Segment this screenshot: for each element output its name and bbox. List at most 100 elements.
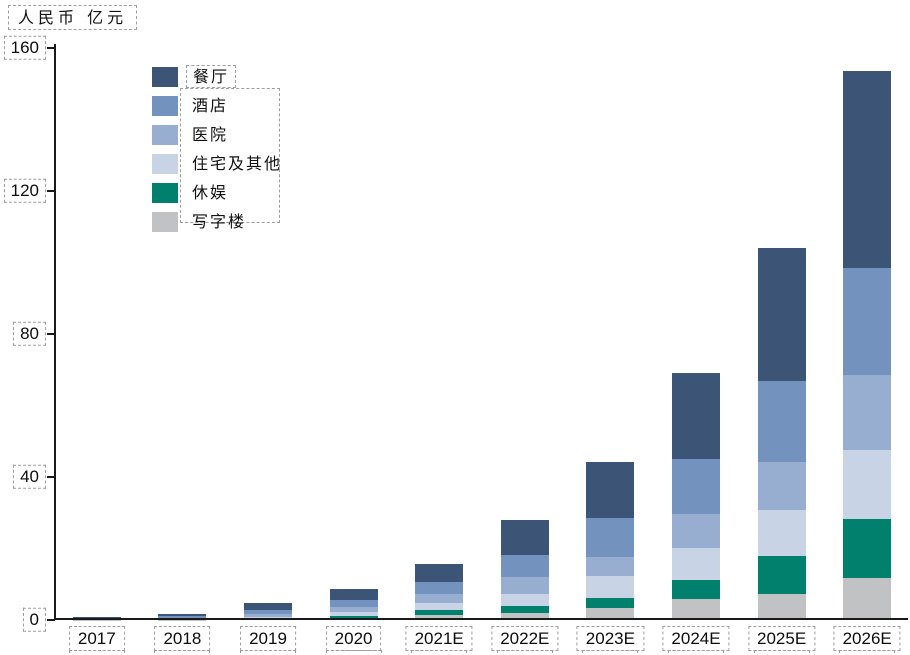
- bar-segment-写字楼: [843, 578, 892, 620]
- bar-segment-休娱: [843, 519, 892, 579]
- clipped-annotation-box: [68, 650, 125, 655]
- clipped-annotation-box: [753, 650, 810, 655]
- bar-segment-餐厅: [586, 461, 635, 518]
- bar-segment-住宅及其他: [843, 450, 892, 520]
- legend-label-餐厅: 餐厅: [186, 64, 237, 89]
- legend-label-写字楼: 写字楼: [192, 211, 247, 231]
- clipped-annotation-box: [668, 650, 724, 655]
- bar-segment-休娱: [500, 605, 549, 613]
- clipped-annotation-box: [582, 650, 639, 655]
- x-tick-label-2018: 2018: [154, 626, 211, 652]
- y-tick-label: 160: [3, 35, 46, 61]
- legend-swatch-icon: [152, 95, 178, 116]
- bar-segment-住宅及其他: [415, 602, 464, 610]
- bar-segment-写字楼: [415, 614, 464, 620]
- clipped-annotation-box: [240, 650, 296, 655]
- x-tick-label-2023E: 2023E: [576, 626, 644, 652]
- y-tick-label: 0: [22, 607, 46, 633]
- legend-label-医院: 医院: [192, 124, 229, 144]
- bar-segment-医院: [843, 375, 892, 451]
- legend-row-休娱: 休娱: [152, 178, 288, 207]
- legend-row-住宅及其他: 住宅及其他: [152, 149, 288, 178]
- legend-annotation-box: [180, 88, 280, 223]
- y-tick-label: 120: [3, 178, 46, 204]
- bar-segment-医院: [672, 513, 720, 548]
- clipped-annotation-box: [411, 650, 468, 655]
- bar-2021E: [415, 563, 464, 620]
- bar-segment-酒店: [843, 268, 892, 376]
- x-tick-label-2017: 2017: [68, 626, 125, 652]
- legend-swatch-icon: [152, 66, 178, 87]
- y-axis-line: [54, 44, 56, 620]
- bar-2024E: [672, 372, 720, 620]
- legend-row-酒店: 酒店: [152, 91, 288, 120]
- x-tick-label-2025E: 2025E: [748, 626, 816, 652]
- x-tick-label-2019: 2019: [240, 626, 296, 652]
- y-tick-mark: [47, 333, 55, 335]
- y-tick-label: 80: [13, 321, 46, 347]
- bar-segment-酒店: [158, 616, 207, 619]
- bar-segment-休娱: [672, 579, 720, 599]
- bar-segment-餐厅: [415, 563, 464, 582]
- legend-swatch-icon: [152, 153, 178, 174]
- bar-2023E: [586, 461, 635, 620]
- bar-segment-休娱: [757, 555, 806, 594]
- legend-swatch-icon: [152, 182, 178, 203]
- x-tick-label-2022E: 2022E: [491, 626, 559, 652]
- bar-segment-餐厅: [757, 247, 806, 381]
- bar-segment-医院: [415, 593, 464, 603]
- legend-swatch-icon: [152, 124, 178, 145]
- bar-segment-酒店: [757, 380, 806, 462]
- bar-segment-休娱: [415, 609, 464, 615]
- legend-row-写字楼: 写字楼: [152, 207, 288, 236]
- legend-label-酒店: 酒店: [192, 95, 229, 115]
- bar-segment-酒店: [586, 517, 635, 557]
- bar-segment-住宅及其他: [586, 575, 635, 598]
- legend-label-休娱: 休娱: [192, 182, 229, 202]
- bar-segment-住宅及其他: [244, 617, 292, 619]
- bar-segment-医院: [500, 577, 549, 594]
- clipped-annotation-box: [154, 650, 211, 655]
- bar-2025E: [757, 247, 806, 620]
- x-tick-label-2026E: 2026E: [833, 626, 901, 652]
- y-tick-mark: [47, 619, 55, 621]
- bar-2022E: [500, 519, 549, 620]
- clipped-annotation-box: [839, 650, 896, 655]
- legend-row-餐厅: 餐厅: [152, 62, 288, 91]
- bar-segment-住宅及其他: [329, 611, 378, 616]
- bar-segment-餐厅: [672, 372, 720, 459]
- bar-segment-餐厅: [500, 519, 549, 555]
- chart-legend: 餐厅酒店医院住宅及其他休娱写字楼: [152, 62, 288, 236]
- bar-2020: [329, 588, 378, 620]
- bar-segment-酒店: [415, 581, 464, 594]
- bar-segment-酒店: [672, 458, 720, 514]
- bar-segment-餐厅: [329, 588, 378, 600]
- bar-segment-写字楼: [500, 612, 549, 620]
- legend-swatch-icon: [152, 211, 178, 232]
- bar-segment-医院: [329, 606, 378, 612]
- y-tick-mark: [47, 190, 55, 192]
- x-tick-label-2024E: 2024E: [662, 626, 730, 652]
- y-tick-mark: [47, 47, 55, 49]
- bar-segment-酒店: [244, 610, 292, 615]
- x-axis-line: [54, 618, 908, 620]
- bar-segment-住宅及其他: [757, 509, 806, 556]
- bar-segment-医院: [757, 461, 806, 510]
- x-tick-label-2020: 2020: [325, 626, 382, 652]
- y-tick-label: 40: [13, 464, 46, 490]
- y-axis-unit-label: 人民币 亿元: [8, 5, 138, 31]
- bar-segment-写字楼: [672, 598, 720, 620]
- bar-segment-写字楼: [757, 593, 806, 620]
- bar-segment-酒店: [500, 554, 549, 578]
- bar-segment-餐厅: [843, 71, 892, 269]
- clipped-annotation-box: [496, 650, 553, 655]
- bar-segment-酒店: [329, 599, 378, 607]
- bar-segment-餐厅: [72, 617, 121, 619]
- bar-segment-休娱: [586, 597, 635, 608]
- bar-segment-住宅及其他: [672, 547, 720, 580]
- bar-segment-餐厅: [158, 613, 207, 617]
- y-tick-mark: [47, 476, 55, 478]
- bar-segment-休娱: [329, 615, 378, 618]
- bar-2026E: [843, 71, 892, 620]
